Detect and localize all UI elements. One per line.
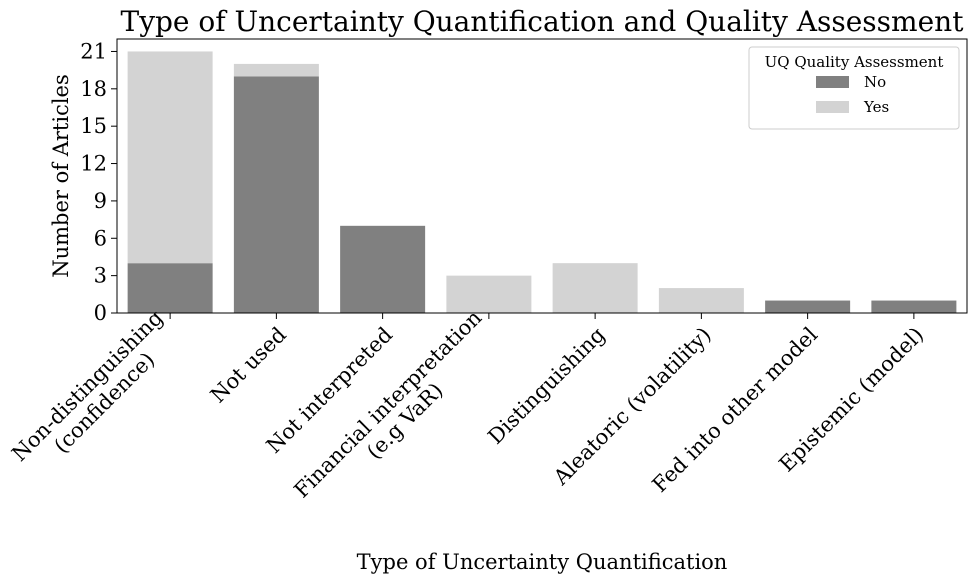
legend-swatch-yes: [816, 101, 849, 113]
y-tick-label: 12: [80, 152, 107, 176]
y-tick-label: 0: [94, 301, 107, 325]
x-axis-label: Type of Uncertainty Quantification: [357, 550, 728, 574]
legend: UQ Quality Assessment No Yes: [748, 46, 960, 130]
bar-no-0: [127, 263, 213, 313]
bar-yes-5: [658, 288, 744, 313]
legend-label-no: No: [864, 73, 886, 91]
legend-label-yes: Yes: [863, 98, 889, 116]
bars-layer: [127, 51, 957, 313]
legend-swatch-no: [816, 76, 849, 88]
bar-no-7: [871, 300, 957, 313]
legend-title: UQ Quality Assessment: [765, 53, 944, 71]
legend-box: [748, 46, 960, 130]
bar-no-1: [233, 76, 319, 313]
y-tick-label: 3: [94, 264, 107, 288]
y-tick-label: 18: [80, 77, 107, 101]
chart-title: Type of Uncertainty Quantification and Q…: [121, 5, 965, 38]
bar-yes-0: [127, 51, 213, 264]
plot-area-frame: [116, 38, 968, 314]
x-axis: Non-distinguishing(confidence) Not used No…: [7, 306, 928, 503]
bar-no-6: [765, 300, 851, 313]
x-tick-label-line: Not used: [206, 323, 291, 408]
bar-yes-4: [552, 263, 638, 313]
x-tick-label: Non-distinguishing(confidence): [7, 306, 184, 483]
x-tick-label: Not used: [206, 323, 291, 408]
bar-yes-1: [233, 63, 319, 77]
legend-entries: No Yes: [816, 73, 889, 116]
y-tick-label: 21: [80, 39, 107, 63]
y-tick-label: 9: [94, 189, 107, 213]
y-tick-label: 6: [94, 226, 107, 250]
bar-yes-3: [446, 275, 532, 313]
x-tick-label-line: Non-distinguishing: [7, 306, 167, 466]
y-axis: 0 3 6 9 12 15 18 21: [80, 39, 117, 325]
bar-no-2: [340, 225, 426, 313]
y-tick-label: 15: [80, 114, 107, 138]
y-axis-label: Number of Articles: [49, 74, 73, 278]
